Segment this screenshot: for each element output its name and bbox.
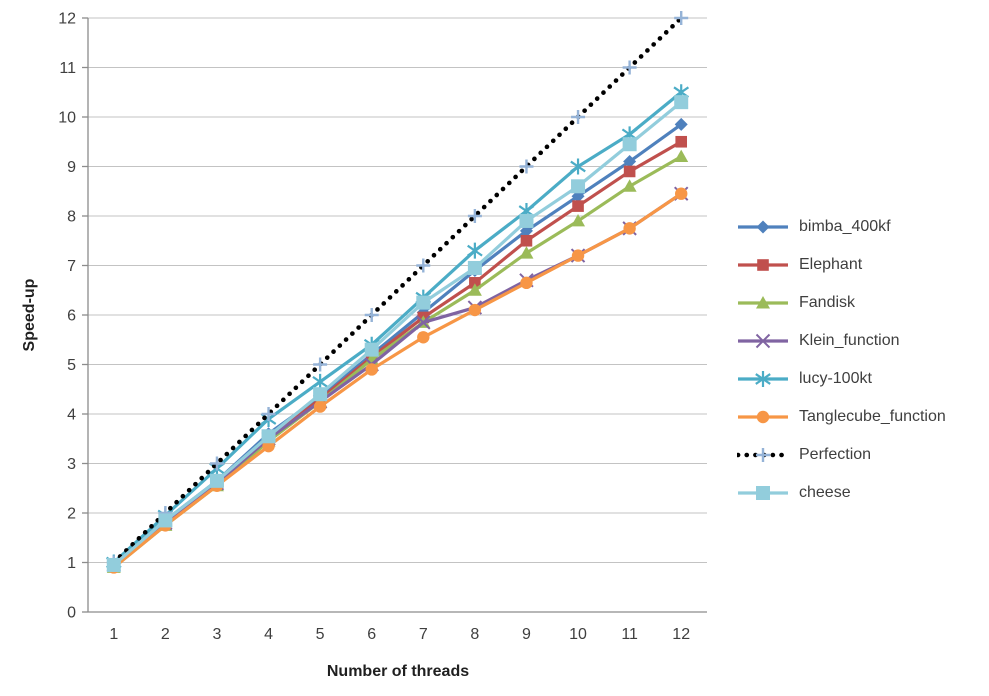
legend-swatch bbox=[738, 259, 788, 271]
x-tick-label: 6 bbox=[367, 626, 376, 643]
legend-label: Fandisk bbox=[799, 294, 856, 311]
series-line bbox=[112, 192, 683, 567]
x-tick-label: 12 bbox=[672, 626, 690, 643]
series-markers bbox=[106, 149, 689, 573]
legend-item-Fandisk: Fandisk bbox=[737, 284, 946, 322]
legend-label: Elephant bbox=[799, 256, 863, 273]
y-tick-label: 12 bbox=[58, 11, 76, 28]
y-tick-label: 2 bbox=[67, 506, 76, 523]
x-tick-label: 1 bbox=[109, 626, 118, 643]
x-tick-label: 2 bbox=[161, 626, 170, 643]
x-tick-label: 8 bbox=[470, 626, 479, 643]
gridlines bbox=[88, 17, 707, 563]
x-tick-label: 9 bbox=[522, 626, 531, 643]
y-tick-label: 11 bbox=[59, 60, 76, 77]
legend: bimba_400kf Elephant Fandisk Klein_function… bbox=[737, 208, 946, 512]
legend-item-lucy-100kt: lucy-100kt bbox=[737, 360, 946, 398]
legend-item-Klein_function: Klein_function bbox=[737, 322, 946, 360]
axes bbox=[82, 17, 707, 613]
y-tick-label: 1 bbox=[67, 555, 76, 572]
series-Fandisk bbox=[106, 149, 689, 573]
series-markers bbox=[106, 11, 689, 570]
series-cheese bbox=[106, 95, 689, 572]
legend-item-Elephant: Elephant bbox=[737, 246, 946, 284]
series-Tanglecube_function bbox=[107, 187, 688, 574]
legend-item-cheese: cheese bbox=[737, 474, 946, 512]
x-tick-label: 7 bbox=[419, 626, 428, 643]
legend-item-bimba_400kf: bimba_400kf bbox=[737, 208, 946, 246]
series-line bbox=[112, 192, 683, 569]
legend-swatch bbox=[738, 296, 788, 309]
series-line bbox=[111, 15, 684, 565]
x-axis-title: Number of threads bbox=[326, 663, 470, 680]
series-markers bbox=[106, 95, 689, 572]
legend-label: bimba_400kf bbox=[799, 218, 891, 235]
series-line bbox=[112, 91, 683, 564]
legend-swatch bbox=[738, 486, 788, 500]
y-tick-label: 3 bbox=[67, 456, 76, 473]
legend-swatch bbox=[738, 371, 788, 387]
series-Perfection bbox=[106, 11, 689, 570]
legend-item-Tanglecube_function: Tanglecube_function bbox=[737, 398, 946, 436]
legend-swatch bbox=[738, 410, 788, 424]
legend-label: Tanglecube_function bbox=[799, 408, 946, 425]
legend-label: Klein_function bbox=[799, 332, 900, 349]
y-axis-title: Speed-up bbox=[21, 278, 38, 352]
x-tick-label: 3 bbox=[213, 626, 222, 643]
legend-label: lucy-100kt bbox=[799, 370, 872, 387]
y-tick-label: 7 bbox=[67, 258, 76, 275]
y-tick-label: 0 bbox=[67, 605, 76, 622]
y-tick-label: 6 bbox=[67, 308, 76, 325]
legend-swatch bbox=[738, 333, 788, 349]
legend-label: Perfection bbox=[799, 446, 872, 463]
y-tick-label: 8 bbox=[67, 209, 76, 226]
x-tick-label: 10 bbox=[569, 626, 587, 643]
x-tick-label: 5 bbox=[316, 626, 325, 643]
y-tick-label: 9 bbox=[67, 159, 76, 176]
y-tick-label: 10 bbox=[58, 110, 76, 127]
y-tick-label: 5 bbox=[67, 357, 76, 374]
legend-label: cheese bbox=[799, 484, 851, 501]
series-line bbox=[112, 155, 683, 569]
x-tick-label: 4 bbox=[264, 626, 273, 643]
legend-item-Perfection: Perfection bbox=[737, 436, 946, 474]
series-line bbox=[112, 100, 683, 567]
legend-swatch bbox=[737, 448, 789, 462]
legend-swatch bbox=[738, 220, 788, 234]
y-tick-label: 4 bbox=[67, 407, 76, 424]
x-tick-label: 11 bbox=[621, 626, 638, 643]
